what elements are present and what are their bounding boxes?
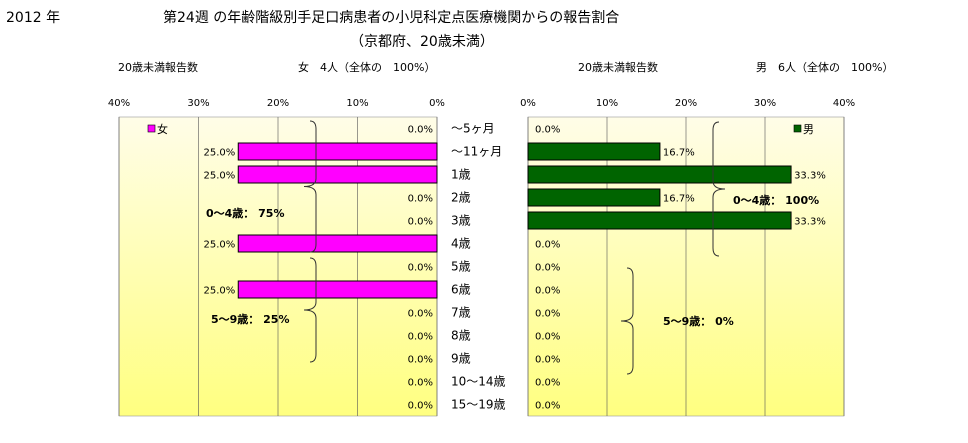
male-annotation-5-9: 5～9歳： 0%: [663, 314, 734, 328]
category-label: 9歳: [451, 352, 471, 366]
female-value-label: 0.0%: [408, 332, 433, 343]
female-bar: [237, 142, 438, 161]
category-label: ～11ヶ月: [451, 145, 502, 159]
male-value-label: 0.0%: [535, 332, 560, 343]
male-bar: [527, 165, 792, 184]
male-value-label: 0.0%: [535, 125, 560, 136]
female-annotation-5-9: 5～9歳： 25%: [211, 312, 289, 326]
male-legend-swatch: [793, 124, 802, 133]
male-x-tick-label: 10%: [596, 98, 618, 109]
category-label: 4歳: [451, 237, 471, 251]
category-label: 6歳: [451, 283, 471, 297]
female-value-label: 0.0%: [408, 378, 433, 389]
category-label: 10～14歳: [451, 375, 506, 389]
male-header-label: 20歳未満報告数: [578, 61, 658, 74]
male-value-label: 0.0%: [535, 240, 560, 251]
male-bar: [527, 142, 661, 161]
male-x-tick-label: 30%: [754, 98, 776, 109]
male-value-label: 33.3%: [794, 217, 826, 228]
female-value-label: 0.0%: [408, 194, 433, 205]
male-annotation-0-4: 0～4歳： 100%: [733, 193, 819, 207]
male-value-label: 0.0%: [535, 263, 560, 274]
category-label: 8歳: [451, 329, 471, 343]
female-brace-0-4: [303, 120, 317, 253]
female-bar: [237, 280, 438, 299]
category-label: 2歳: [451, 191, 471, 205]
female-x-tick-label: 40%: [108, 98, 130, 109]
year-label: 2012 年: [6, 10, 60, 26]
male-brace-5-9: [620, 267, 634, 375]
male-bar: [527, 211, 792, 230]
female-value-label: 0.0%: [408, 355, 433, 366]
male-value-label: 16.7%: [663, 148, 695, 159]
category-label: 3歳: [451, 214, 471, 228]
category-label: ～5ヶ月: [451, 122, 495, 136]
female-header-count: 女 4人（全体の 100%）: [298, 60, 435, 74]
female-legend-label: 女: [157, 122, 168, 136]
male-value-label: 0.0%: [535, 286, 560, 297]
male-panel: 20歳未満報告数 男 6人（全体の 100%） 0% 10% 20% 30% 40% 0.…: [520, 60, 893, 417]
female-x-tick-label: 10%: [346, 98, 368, 109]
male-x-tick-label: 0%: [520, 98, 536, 109]
female-annotation-0-4: 0～4歳： 75%: [206, 206, 284, 220]
female-value-label: 0.0%: [408, 309, 433, 320]
category-label: 1歳: [451, 168, 471, 182]
female-value-label: 25.0%: [203, 171, 235, 182]
female-value-label: 0.0%: [408, 125, 433, 136]
male-bar: [527, 188, 661, 207]
female-header-label: 20歳未満報告数: [118, 61, 198, 74]
female-value-label: 0.0%: [408, 401, 433, 412]
chart-title: 第24週 の年齢階級別手足口病患者の小児科定点医療機関からの報告割合: [163, 9, 619, 26]
male-legend-label: 男: [803, 123, 814, 136]
female-value-label: 0.0%: [408, 217, 433, 228]
female-value-label: 25.0%: [203, 148, 235, 159]
female-bar: [237, 234, 438, 253]
category-label: 15～19歳: [451, 398, 506, 412]
female-x-tick-label: 20%: [267, 98, 289, 109]
female-legend-swatch: [147, 124, 156, 133]
category-label: 7歳: [451, 306, 471, 320]
male-x-tick-label: 40%: [833, 98, 855, 109]
female-x-tick-label: 0%: [429, 98, 445, 109]
category-label: 5歳: [451, 260, 471, 274]
female-brace-5-9: [303, 257, 317, 363]
male-x-tick-label: 20%: [675, 98, 697, 109]
female-x-tick-label: 30%: [187, 98, 209, 109]
male-value-label: 0.0%: [535, 309, 560, 320]
female-panel: 20歳未満報告数 女 4人（全体の 100%） 0% 10% 20% 30% 40% ～5…: [108, 60, 506, 417]
male-value-label: 0.0%: [535, 401, 560, 412]
male-value-label: 16.7%: [663, 194, 695, 205]
male-header-count: 男 6人（全体の 100%）: [756, 60, 893, 74]
female-value-label: 25.0%: [203, 286, 235, 297]
male-value-label: 0.0%: [535, 355, 560, 366]
female-value-label: 0.0%: [408, 263, 433, 274]
female-value-label: 25.0%: [203, 240, 235, 251]
male-value-label: 33.3%: [794, 171, 826, 182]
male-value-label: 0.0%: [535, 378, 560, 389]
female-bar: [237, 165, 438, 184]
chart-subtitle: （京都府、20歳未満）: [350, 34, 494, 50]
male-brace-0-4: [712, 121, 726, 257]
